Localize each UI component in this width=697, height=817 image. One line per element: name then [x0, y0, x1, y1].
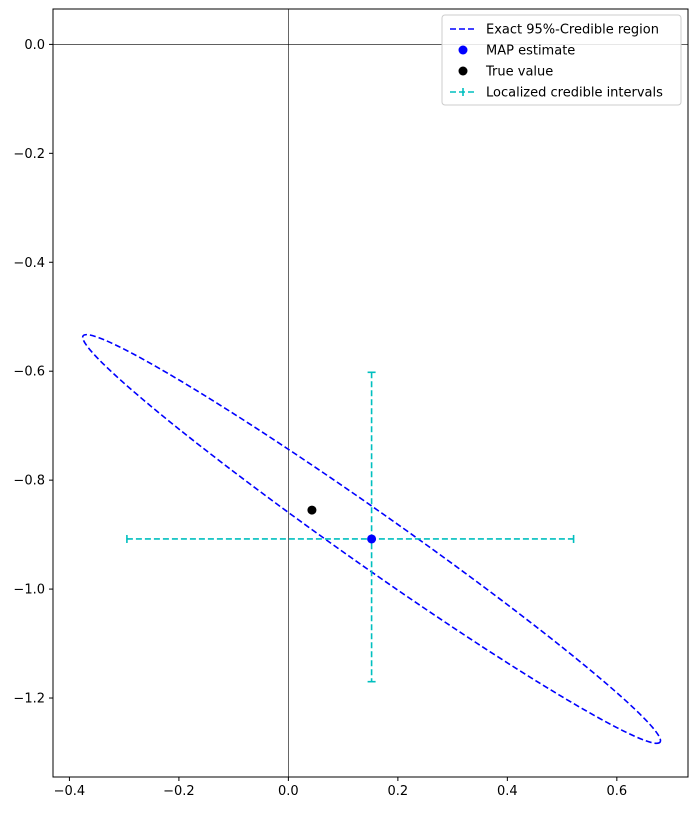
legend-label: True value: [485, 65, 553, 80]
x-tick-label: 0.0: [278, 784, 299, 799]
plot-frame: [52, 8, 689, 778]
y-tick-label: −0.2: [13, 147, 45, 162]
y-tick-label: −1.0: [13, 583, 45, 598]
legend-box: [441, 14, 682, 106]
y-tick-label: −1.2: [13, 692, 45, 707]
x-tick-label: 0.4: [497, 784, 518, 799]
legend-handle-map-estimate: [458, 45, 468, 55]
legend-label: Localized credible intervals: [486, 86, 663, 101]
true-value-point: [307, 505, 317, 515]
legend-handle-true-value: [458, 66, 468, 76]
y-tick-label: 0.0: [24, 38, 45, 53]
chart-marks: [53, 9, 688, 777]
y-tick-label: −0.4: [13, 256, 45, 271]
y-tick-label: −0.8: [13, 474, 45, 489]
x-tick-label: 0.6: [606, 784, 627, 799]
x-tick-label: 0.2: [388, 784, 409, 799]
legend-label: MAP estimate: [486, 44, 575, 59]
legend-label: Exact 95%-Credible region: [486, 23, 659, 38]
x-tick-label: −0.2: [163, 784, 195, 799]
axis-ticks: −0.4 −0.2 0.0 0.2 0.4 0.6 0.0 −0.2 −0.4 −0.6 −0.8 −…: [13, 8, 689, 799]
y-tick-label: −0.6: [13, 365, 45, 380]
map-estimate-point: [367, 534, 377, 544]
legend: Exact 95%-Credible region MAP estimate Tru…: [441, 14, 682, 106]
x-tick-label: −0.4: [54, 784, 86, 799]
credible-region-ellipse: [81, 333, 662, 745]
